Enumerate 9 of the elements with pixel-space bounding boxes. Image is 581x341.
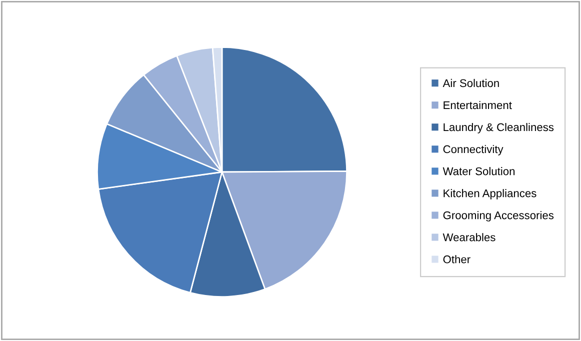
legend-label: Air Solution bbox=[442, 78, 499, 88]
legend-label: Wearables bbox=[442, 233, 496, 242]
legend-label: Grooming Accessories bbox=[443, 211, 554, 222]
legend-label: Other bbox=[443, 255, 470, 264]
legend-label: Entertainment bbox=[444, 100, 512, 110]
legend-label: Laundry & Cleanliness bbox=[444, 122, 554, 134]
legend-label: Water Solution bbox=[442, 167, 515, 176]
legend-label: Connectivity bbox=[443, 145, 504, 156]
legend-label: Kitchen Appliances bbox=[444, 189, 536, 200]
